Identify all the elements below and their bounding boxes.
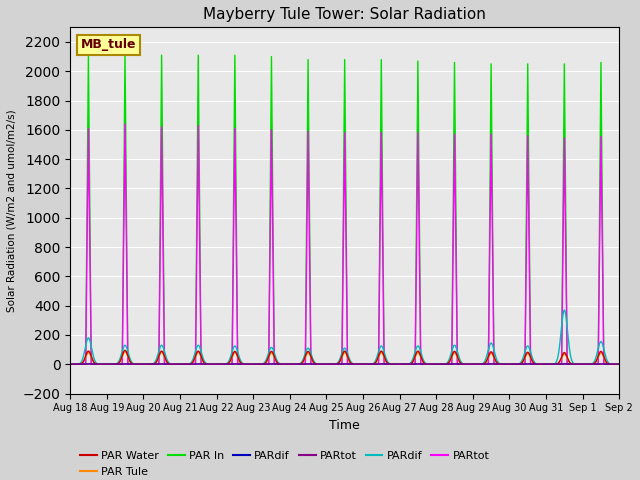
Legend: PAR Water, PAR Tule, PAR In, PARdif, PARtot, PARdif, PARtot: PAR Water, PAR Tule, PAR In, PARdif, PAR… <box>76 447 494 480</box>
Y-axis label: Solar Radiation (W/m2 and umol/m2/s): Solar Radiation (W/m2 and umol/m2/s) <box>7 109 17 312</box>
Title: Mayberry Tule Tower: Solar Radiation: Mayberry Tule Tower: Solar Radiation <box>204 7 486 22</box>
X-axis label: Time: Time <box>329 419 360 432</box>
Text: MB_tule: MB_tule <box>81 38 136 51</box>
